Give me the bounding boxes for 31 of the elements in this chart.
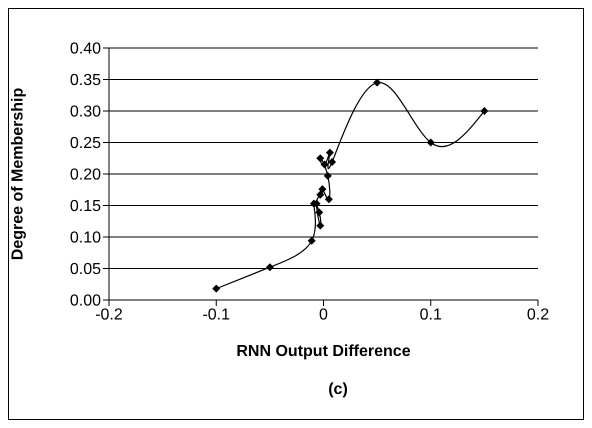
y-axis-title: Degree of Membership (10, 88, 27, 260)
x-axis-title: RNN Output Difference (236, 343, 411, 360)
point (373, 78, 382, 87)
point (480, 107, 488, 115)
y-tick-label: 0.20 (70, 166, 102, 184)
x-tick-label: 0 (319, 306, 328, 324)
x-tick-label: 0.1 (420, 306, 442, 324)
point (324, 195, 333, 204)
point (316, 222, 324, 230)
y-tick-label: 0.10 (70, 230, 102, 247)
y-tick-label: 0.25 (70, 135, 102, 152)
point (326, 148, 334, 157)
y-tick-label: 0.30 (70, 104, 102, 121)
point (308, 236, 316, 245)
y-tick-label: 0.40 (70, 40, 102, 58)
point (324, 172, 332, 180)
point (320, 160, 329, 169)
point (212, 284, 220, 293)
point (315, 208, 324, 216)
point (426, 138, 435, 146)
y-tick-label: 0.05 (70, 261, 102, 278)
x-tick-label: -0.1 (202, 306, 230, 324)
y-tick-label: 0.15 (70, 198, 102, 216)
point (318, 185, 326, 194)
text: (c) (327, 381, 349, 399)
point (266, 263, 274, 272)
point (328, 158, 336, 166)
point (316, 154, 324, 162)
y-tick-label: 0.35 (70, 72, 102, 90)
x-tick-label: 0.2 (526, 306, 550, 324)
point (316, 190, 324, 199)
